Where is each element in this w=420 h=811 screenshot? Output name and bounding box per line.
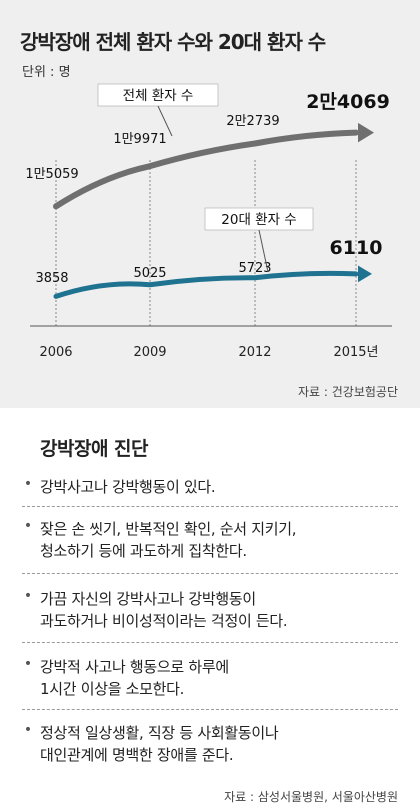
- bullet-icon: •: [23, 588, 33, 604]
- checklist-item-line: 대인관계에 명백한 장애를 준다.: [40, 746, 234, 764]
- chart-title: 강박장애 전체 환자 수와 20대 환자 수: [20, 30, 326, 54]
- x-tick-label: 2012: [238, 345, 271, 360]
- total-patients-value-label: 2만2739: [226, 114, 279, 129]
- patients-20s-value-label: 3858: [35, 271, 68, 286]
- checklist-item-line: 강박사고나 강박행동이 있다.: [40, 478, 216, 496]
- total-patients-arrowhead: [358, 122, 374, 143]
- patients-20s-value-label: 5025: [133, 266, 166, 281]
- bullet-icon: •: [23, 518, 33, 534]
- checklist-item-line: 가끔 자신의 강박사고나 강박행동이: [40, 590, 256, 608]
- patients-20s-value-label: 5723: [238, 261, 271, 276]
- x-tick-label: 2015년: [333, 345, 378, 360]
- total-patients-value-label: 2만4069: [306, 91, 390, 113]
- x-tick-label: 2009: [133, 345, 166, 360]
- bullet-icon: •: [23, 656, 33, 672]
- divider: [22, 573, 398, 574]
- divider: [22, 709, 398, 710]
- checklist-item-line: 강박적 사고나 행동으로 하루에: [40, 658, 229, 676]
- total-patients-value-label: 1만9971: [113, 132, 166, 147]
- checklist-item-line: 1시간 이상을 소모한다.: [40, 680, 185, 698]
- checklist-item-text: 강박적 사고나 행동으로 하루에 1시간 이상을 소모한다.: [40, 656, 400, 700]
- divider: [22, 642, 398, 643]
- unit-label: 단위 : 명: [22, 65, 71, 80]
- checklist-source: 자료 : 삼성서울병원, 서울아산병원: [224, 790, 398, 804]
- bullet-icon: •: [23, 722, 33, 738]
- total-patients-value-label: 1만5059: [25, 167, 78, 182]
- diagnosis-checklist: 강박장애 진단 • 강박사고나 강박행동이 있다. • 잦은 손 씻기, 반복적인 확…: [0, 408, 420, 811]
- patients-20s-name-label: 20대 환자 수: [221, 212, 296, 228]
- patients-20s-name-leader: [258, 229, 269, 273]
- checklist-title: 강박장애 진단: [40, 438, 149, 460]
- patients-20s-value-label: 6110: [330, 237, 383, 259]
- checklist-item-line: 청소하기 등에 과도하게 집착한다.: [40, 542, 247, 560]
- checklist-item-text: 강박사고나 강박행동이 있다.: [40, 476, 400, 498]
- chart-panel: 강박장애 전체 환자 수와 20대 환자 수 단위 : 명 2006 2009 20…: [0, 0, 420, 408]
- checklist-item-text: 잦은 손 씻기, 반복적인 확인, 순서 지키기, 청소하기 등에 과도하게 집착…: [40, 518, 400, 562]
- bullet-icon: •: [23, 476, 33, 492]
- total-patients-line: [53, 129, 359, 210]
- total-patients-name-label: 전체 환자 수: [123, 88, 194, 104]
- total-patients-name-leader: [157, 105, 173, 137]
- divider: [22, 506, 398, 507]
- patients-20s-arrowhead: [358, 265, 372, 283]
- patients-20s-line: [53, 270, 359, 299]
- x-tick-label: 2006: [39, 345, 72, 360]
- checklist-item-line: 정상적 일상생활, 직장 등 사회활동이나: [40, 724, 279, 742]
- checklist-item-line: 과도하거나 비이성적이라는 걱정이 든다.: [40, 612, 288, 630]
- checklist-item-line: 잦은 손 씻기, 반복적인 확인, 순서 지키기,: [40, 520, 297, 538]
- line-chart: 2006 2009 2012 2015년 1만5059 1만9971 2만2739 2만406…: [25, 83, 392, 360]
- chart-source: 자료 : 건강보험공단: [298, 385, 398, 399]
